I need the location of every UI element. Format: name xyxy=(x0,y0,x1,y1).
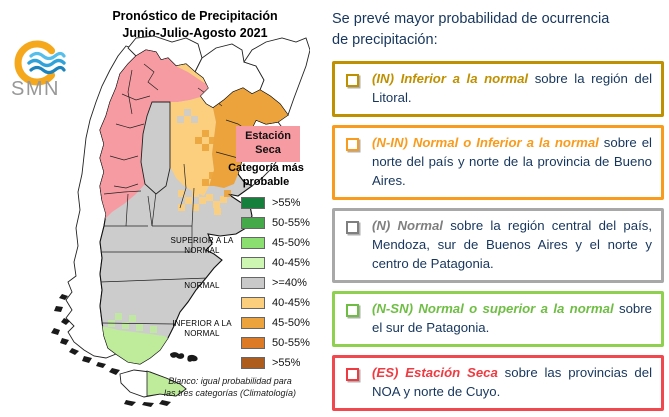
legend-title: Categoría más probable xyxy=(228,162,304,188)
legend-swatch xyxy=(241,277,265,289)
checker-cells-inferior xyxy=(178,190,227,215)
map-title-line1: Pronóstico de Precipitación xyxy=(112,9,278,23)
forecast-description: sobre la región central del país, Mendoz… xyxy=(372,218,652,272)
legend-label: 40-45% xyxy=(272,257,310,269)
forecast-text: (N) Normal sobre la región central del p… xyxy=(372,216,652,273)
legend-label: 45-50% xyxy=(272,237,310,249)
south-chile-archipelago xyxy=(51,294,171,407)
category-label-superior: SUPERIOR A LA NORMAL xyxy=(170,236,234,256)
forecast-panel: Se prevé mayor probabilidad de ocurrenci… xyxy=(332,9,664,417)
forecast-description: sobre el sur de Patagonia. xyxy=(372,301,652,336)
zone-inferior-40-45 xyxy=(170,64,216,196)
legend-row: 50-55% xyxy=(241,337,310,349)
zone-inferior-45-50 xyxy=(209,88,288,188)
category-label-inferior: INFERIOR A LA NORMAL xyxy=(172,319,232,339)
legend-label: >55% xyxy=(272,357,301,369)
forecast-box-dry-season: (ES) Estación Seca sobre las provincias … xyxy=(332,355,664,412)
forecast-description: sobre las provincias del NOA y norte de … xyxy=(372,365,652,400)
legend-swatch xyxy=(241,297,265,309)
dry-season-label: Estación Seca xyxy=(236,126,300,162)
legend-row: 40-45% xyxy=(241,257,310,269)
legend-swatch xyxy=(241,237,265,249)
checker-cells-orange xyxy=(195,130,231,197)
smn-logo xyxy=(10,38,80,97)
legend-label: 50-55% xyxy=(272,217,310,229)
legend-row: 40-45% xyxy=(241,297,310,309)
forecast-code: (ES) Estación Seca xyxy=(372,365,498,381)
legend-label: >=40% xyxy=(272,277,307,289)
checkbox-bullet-icon xyxy=(346,368,359,382)
map-legend: >55% 50-55% 45-50% 40-45% >=40% 40-45% 4… xyxy=(241,197,310,377)
forecast-code: (N) Normal xyxy=(372,218,443,234)
smn-logo-icon xyxy=(14,40,66,86)
checkbox-bullet-icon xyxy=(346,304,359,318)
legend-swatch xyxy=(241,217,265,229)
legend-swatch xyxy=(241,317,265,329)
checker-cells-gray xyxy=(177,109,198,123)
forecast-code: (N-SN) Normal o superior a la normal xyxy=(372,301,614,317)
map-footnote-line2: las tres categorías (Climatología) xyxy=(163,387,297,398)
forecast-text: (N-IN) Normal o Inferior a la normal sob… xyxy=(372,133,652,190)
legend-row: 45-50% xyxy=(241,317,310,329)
smn-logo-label: SMN xyxy=(11,78,60,100)
forecast-code: (N-IN) Normal o Inferior a la normal xyxy=(372,135,599,151)
forecast-description: sobre el norte del país y norte de la pr… xyxy=(372,135,652,189)
legend-label: >55% xyxy=(272,197,301,209)
category-label-normal: NORMAL xyxy=(184,281,220,290)
map-footnote-line1: Blanco: igual probabilidad para xyxy=(168,376,292,386)
forecast-text: (ES) Estación Seca sobre las provincias … xyxy=(372,363,652,401)
map-title: Pronóstico de Precipitación Junio-Julio-… xyxy=(82,8,308,41)
legend-row: >55% xyxy=(241,197,310,209)
forecast-box-normal: (N) Normal sobre la región central del p… xyxy=(332,208,664,284)
forecast-code: (IN) Inferior a la normal xyxy=(372,71,529,87)
panel-header: Se prevé mayor probabilidad de ocurrenci… xyxy=(332,9,664,50)
map-title-line2: Junio-Julio-Agosto 2021 xyxy=(122,25,268,40)
legend-label: 50-55% xyxy=(272,337,310,349)
forecast-text: (IN) Inferior a la normal sobre la regió… xyxy=(372,69,652,107)
province-santiago-del-estero xyxy=(140,101,171,195)
legend-swatch xyxy=(241,257,265,269)
legend-row: 50-55% xyxy=(241,217,310,229)
brazil-outline xyxy=(243,37,310,116)
malvinas-islands xyxy=(170,352,198,362)
forecast-box-inferior: (IN) Inferior a la normal sobre la regió… xyxy=(332,61,664,118)
checkbox-bullet-icon xyxy=(346,74,359,88)
legend-label: 45-50% xyxy=(272,317,310,329)
checkbox-bullet-icon xyxy=(346,138,359,152)
panel-header-line2: de precipitación: xyxy=(332,31,438,48)
legend-row: >=40% xyxy=(241,277,310,289)
legend-swatch xyxy=(241,197,265,209)
checker-cells-green xyxy=(108,313,157,333)
legend-row: 45-50% xyxy=(241,237,310,249)
map-footnote: Blanco: igual probabilidad para las tres… xyxy=(146,376,314,399)
forecast-box-normal-superior: (N-SN) Normal o superior a la normal sob… xyxy=(332,291,664,348)
forecast-description: sobre la región del Litoral. xyxy=(372,71,652,106)
legend-row: >55% xyxy=(241,357,310,369)
zone-superior-40-45 xyxy=(102,326,168,364)
forecast-box-normal-inferior: (N-IN) Normal o Inferior a la normal sob… xyxy=(332,125,664,201)
legend-swatch xyxy=(241,337,265,349)
legend-label: 40-45% xyxy=(272,297,310,309)
forecast-text: (N-SN) Normal o superior a la normal sob… xyxy=(372,299,652,337)
panel-header-line1: Se prevé mayor probabilidad de ocurrenci… xyxy=(332,11,610,27)
tierra-del-fuego-green xyxy=(146,370,187,397)
legend-swatch xyxy=(241,357,265,369)
checkbox-bullet-icon xyxy=(346,221,359,235)
